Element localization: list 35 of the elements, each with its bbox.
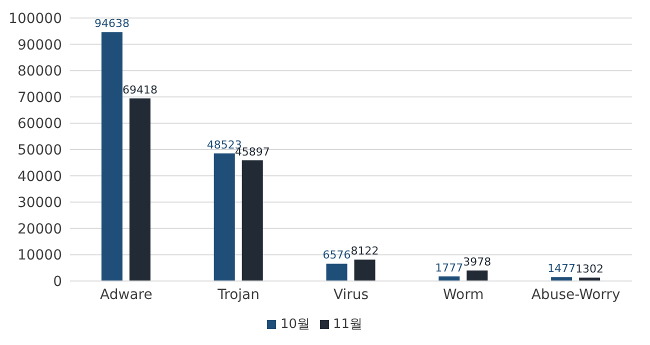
data-label: 8122 — [350, 244, 379, 258]
x-tick-label: Adware — [100, 286, 152, 303]
data-label: 45897 — [234, 145, 270, 158]
bar — [242, 160, 263, 281]
y-tick-label: 50000 — [17, 142, 62, 158]
legend-label: 10월 — [280, 317, 310, 332]
y-tick-label: 0 — [53, 274, 62, 290]
y-tick-label: 60000 — [17, 116, 62, 132]
data-label: 1302 — [576, 262, 604, 276]
y-tick-label: 20000 — [17, 221, 62, 238]
x-tick-label: Worm — [443, 286, 484, 303]
data-label: 6576 — [322, 248, 351, 262]
bar — [326, 264, 348, 281]
data-label: 1777 — [435, 261, 464, 274]
bar — [214, 153, 235, 281]
data-label: 3978 — [463, 256, 492, 269]
y-tick-label: 40000 — [17, 168, 62, 185]
bar — [129, 98, 150, 281]
bar — [101, 32, 122, 281]
x-tick-label: Virus — [333, 286, 369, 303]
y-tick-label: 80000 — [17, 64, 62, 80]
bar — [466, 270, 488, 281]
x-tick-label: Trojan — [216, 286, 260, 303]
data-label: 69418 — [122, 83, 158, 96]
y-tick-label: 90000 — [17, 37, 62, 54]
bar — [354, 260, 376, 281]
y-tick-label: 100000 — [8, 10, 62, 27]
y-tick-label: 30000 — [17, 195, 62, 212]
data-label: 94638 — [94, 17, 130, 30]
legend-label: 11월 — [333, 317, 363, 332]
x-tick-label: Abuse-Worry — [531, 286, 620, 303]
bar — [551, 277, 572, 281]
y-tick-label: 10000 — [17, 248, 62, 264]
data-label: 1477 — [548, 262, 576, 276]
y-tick-label: 70000 — [17, 90, 62, 106]
